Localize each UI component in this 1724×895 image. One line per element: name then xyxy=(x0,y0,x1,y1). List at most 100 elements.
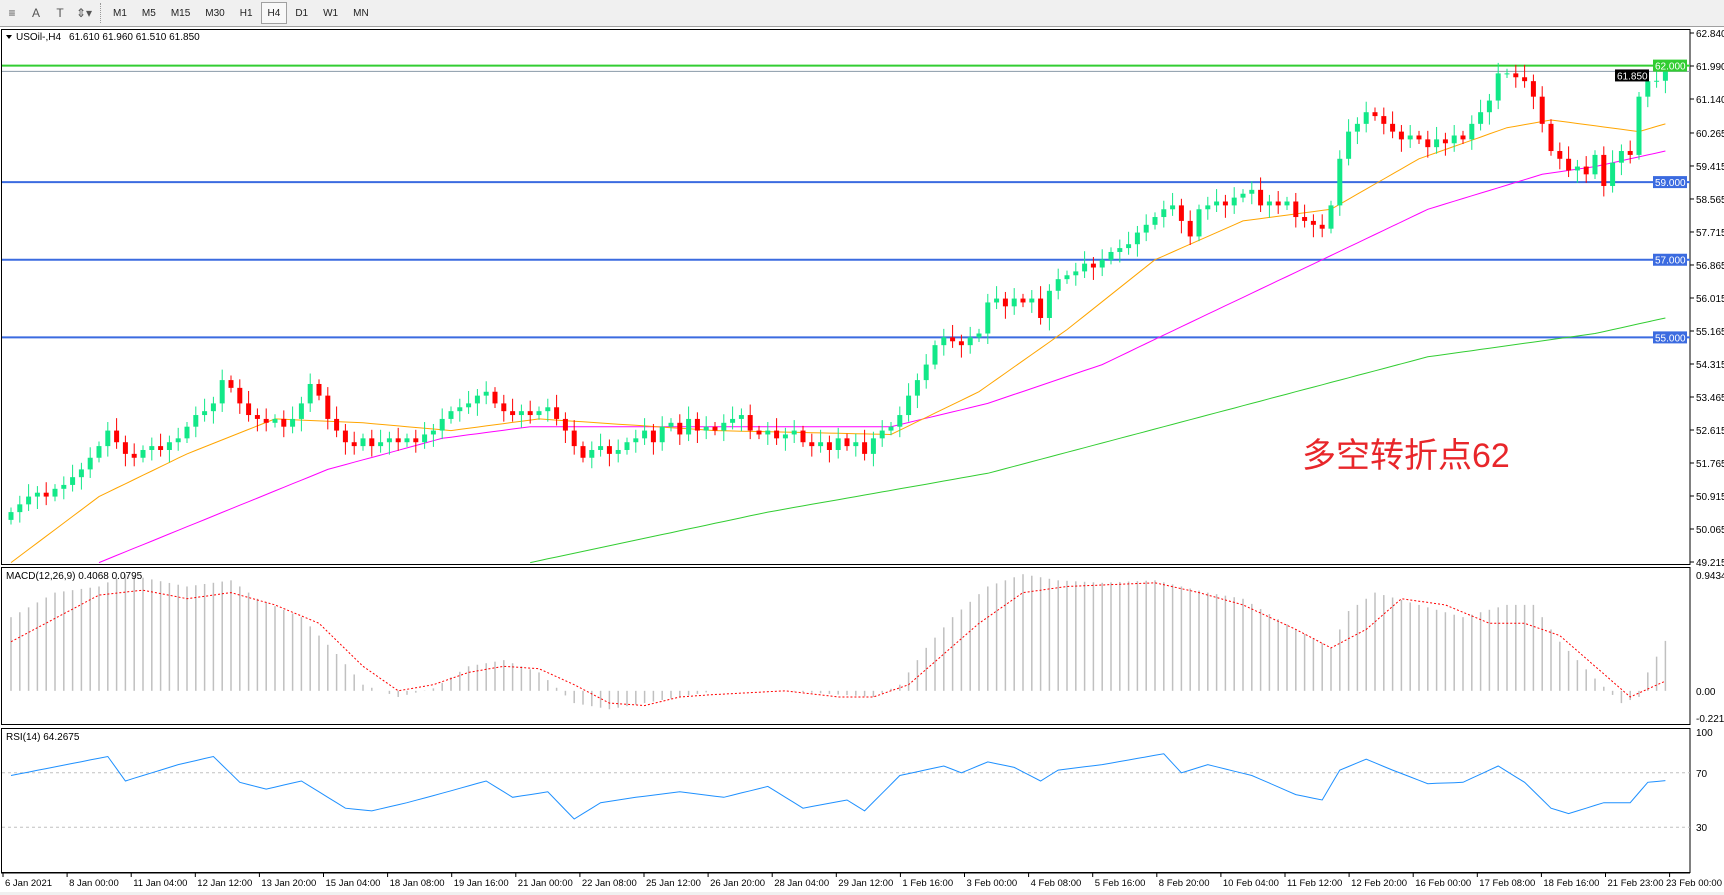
timeframe-w1-button[interactable]: W1 xyxy=(323,7,339,19)
candle-body[interactable] xyxy=(281,418,287,427)
candle-body[interactable] xyxy=(316,383,322,396)
candle-body[interactable] xyxy=(1486,100,1492,113)
candle-body[interactable] xyxy=(1548,123,1554,152)
candle-body[interactable] xyxy=(862,442,868,454)
candle-body[interactable] xyxy=(105,430,111,447)
candle-body[interactable] xyxy=(976,333,982,338)
candle-body[interactable] xyxy=(1196,209,1202,237)
timeframe-mn-button[interactable]: MN xyxy=(353,7,369,19)
candle-body[interactable] xyxy=(1407,135,1413,140)
candle-body[interactable] xyxy=(650,430,656,443)
candle-body[interactable] xyxy=(413,438,419,443)
candle-body[interactable] xyxy=(571,430,577,447)
candle-body[interactable] xyxy=(712,426,718,431)
candle-body[interactable] xyxy=(334,418,340,431)
candle-body[interactable] xyxy=(527,411,533,416)
candle-body[interactable] xyxy=(633,438,639,443)
candle-body[interactable] xyxy=(809,442,815,447)
candle-body[interactable] xyxy=(1038,298,1044,318)
candle-body[interactable] xyxy=(1381,116,1387,124)
candle-body[interactable] xyxy=(351,442,357,447)
candle-body[interactable] xyxy=(668,422,674,427)
candle-body[interactable] xyxy=(202,411,208,416)
candle-body[interactable] xyxy=(430,430,436,435)
candle-body[interactable] xyxy=(17,504,23,513)
candle-body[interactable] xyxy=(580,446,586,458)
candle-body[interactable] xyxy=(747,415,753,431)
candle-body[interactable] xyxy=(1504,73,1510,75)
candle-body[interactable] xyxy=(1478,112,1484,124)
candle-body[interactable] xyxy=(932,345,938,365)
candle-body[interactable] xyxy=(1284,201,1290,206)
candle-body[interactable] xyxy=(554,407,560,419)
candle-body[interactable] xyxy=(8,512,14,520)
candle-body[interactable] xyxy=(774,430,780,439)
candle-body[interactable] xyxy=(835,438,841,450)
candle-body[interactable] xyxy=(1020,298,1026,303)
candle-body[interactable] xyxy=(43,492,49,497)
candle-body[interactable] xyxy=(378,442,384,447)
chart-canvas[interactable]: 多空转折点62 USOil-,H4 61.610 61.960 61.510 61.… xyxy=(0,27,1724,892)
candle-body[interactable] xyxy=(140,449,146,458)
candle-body[interactable] xyxy=(175,438,181,443)
candle-body[interactable] xyxy=(1390,123,1396,132)
candle-body[interactable] xyxy=(1583,166,1589,175)
candle-body[interactable] xyxy=(879,430,885,439)
candle-body[interactable] xyxy=(237,387,243,404)
candle-body[interactable] xyxy=(510,411,516,416)
candle-body[interactable] xyxy=(1442,139,1448,144)
candle-body[interactable] xyxy=(1108,251,1114,260)
candle-body[interactable] xyxy=(1416,135,1422,140)
candle-body[interactable] xyxy=(1064,275,1070,280)
candle-body[interactable] xyxy=(1117,248,1123,252)
candle-body[interactable] xyxy=(1469,123,1475,140)
candle-body[interactable] xyxy=(1654,80,1660,82)
candle-body[interactable] xyxy=(1398,131,1404,140)
candle-body[interactable] xyxy=(967,337,973,346)
candle-body[interactable] xyxy=(1187,220,1193,237)
candle-body[interactable] xyxy=(342,430,348,443)
candle-body[interactable] xyxy=(782,434,788,439)
timeframe-m5-button[interactable]: M5 xyxy=(141,7,156,19)
candle-body[interactable] xyxy=(1170,205,1176,210)
candle-body[interactable] xyxy=(254,415,260,419)
candle-body[interactable] xyxy=(122,442,128,454)
candle-body[interactable] xyxy=(1293,201,1299,218)
candle-body[interactable] xyxy=(149,446,155,450)
candle-body[interactable] xyxy=(439,418,445,431)
timeframe-m30-button[interactable]: M30 xyxy=(205,7,225,19)
candle-body[interactable] xyxy=(1002,298,1008,307)
candle-body[interactable] xyxy=(272,418,278,423)
candle-body[interactable] xyxy=(941,337,947,346)
candle-body[interactable] xyxy=(518,411,524,416)
candle-body[interactable] xyxy=(369,438,375,447)
collapse-triangle-icon[interactable] xyxy=(6,35,12,39)
candle-body[interactable] xyxy=(422,434,428,443)
candle-body[interactable] xyxy=(950,337,956,342)
candle-body[interactable] xyxy=(1214,201,1220,206)
candle-body[interactable] xyxy=(395,438,401,443)
candle-body[interactable] xyxy=(70,477,76,485)
candle-body[interactable] xyxy=(1055,279,1061,291)
timeframe-d1-button[interactable]: D1 xyxy=(295,7,309,19)
candle-body[interactable] xyxy=(765,430,771,435)
candle-body[interactable] xyxy=(694,418,700,431)
candle-body[interactable] xyxy=(1495,73,1501,101)
candle-body[interactable] xyxy=(1161,209,1167,218)
candle-body[interactable] xyxy=(853,442,859,447)
candle-body[interactable] xyxy=(1222,201,1228,206)
candle-body[interactable] xyxy=(1530,81,1536,97)
candle-body[interactable] xyxy=(61,484,67,489)
candle-body[interactable] xyxy=(404,438,410,443)
candle-body[interactable] xyxy=(1539,96,1545,124)
candle-body[interactable] xyxy=(677,422,683,435)
timeframe-m15-button[interactable]: M15 xyxy=(170,7,191,19)
candle-body[interactable] xyxy=(466,403,472,408)
candle-body[interactable] xyxy=(1337,158,1343,206)
candle-body[interactable] xyxy=(826,442,832,450)
candle-body[interactable] xyxy=(994,298,1000,303)
candle-body[interactable] xyxy=(870,438,876,454)
candle-body[interactable] xyxy=(897,415,903,427)
candle-body[interactable] xyxy=(1231,197,1237,206)
candle-body[interactable] xyxy=(1258,189,1264,206)
